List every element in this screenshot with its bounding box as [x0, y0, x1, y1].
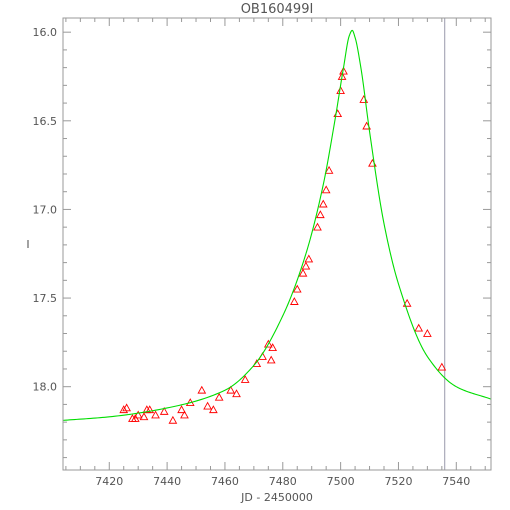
observation-point: [292, 284, 302, 293]
observation-point: [232, 389, 241, 398]
observation-point: [203, 401, 212, 410]
y-tick-label: 16.0: [33, 26, 58, 39]
observation-point: [214, 392, 224, 401]
x-tick-label: 7500: [327, 475, 355, 488]
x-tick-label: 7420: [95, 475, 123, 488]
observation-point: [122, 403, 131, 412]
x-tick-label: 7460: [211, 475, 239, 488]
y-axis-title: I: [26, 238, 29, 251]
observation-point: [289, 297, 299, 305]
y-tick-label: 17.5: [33, 292, 58, 305]
observation-point: [139, 412, 149, 421]
observation-point: [336, 86, 345, 95]
x-axis-ticks: 7420 7440 7460 7480 7500 7520 7540: [65, 18, 486, 488]
observation-point: [321, 185, 331, 194]
observation-point: [226, 385, 236, 394]
plot-frame: [62, 17, 492, 471]
model-fit-curve: [62, 29, 492, 421]
observation-point: [145, 405, 155, 414]
observation-point: [316, 210, 325, 219]
x-tick-label: 7480: [269, 475, 297, 488]
observation-point: [209, 405, 218, 414]
y-axis-ticks: 16.0 16.5 17.0 17.5 18.0: [33, 26, 491, 459]
y-tick-label: 17.0: [33, 203, 58, 216]
observation-point: [339, 66, 348, 75]
observation-point: [402, 298, 412, 307]
x-tick-label: 7440: [153, 475, 181, 488]
observation-point: [268, 343, 278, 352]
observation-point: [414, 323, 424, 332]
observation-point: [168, 415, 178, 424]
observation-point: [313, 222, 322, 231]
observation-point: [263, 339, 273, 348]
observation-point: [266, 355, 276, 364]
chart-title: OB160499I: [241, 2, 314, 17]
plot-area: [62, 18, 492, 470]
observation-point: [324, 165, 334, 174]
observation-point: [197, 385, 207, 394]
observation-point: [177, 405, 186, 414]
observation-point: [133, 410, 143, 419]
observation-point: [151, 410, 160, 419]
observation-point: [119, 405, 129, 414]
observation-point: [359, 95, 369, 103]
observation-point: [159, 406, 169, 415]
x-tick-label: 7520: [384, 475, 412, 488]
x-tick-label: 7540: [442, 475, 470, 488]
y-tick-label: 16.5: [33, 115, 58, 128]
observation-point: [304, 254, 314, 263]
observation-point: [180, 410, 189, 419]
x-axis-title: JD - 2450000: [240, 491, 313, 504]
observation-point: [437, 362, 447, 371]
observation-point: [318, 199, 328, 208]
y-tick-label: 18.0: [33, 381, 58, 394]
observation-point: [240, 375, 250, 383]
observation-point: [301, 261, 311, 270]
observation-point: [298, 268, 308, 277]
observation-point: [423, 328, 432, 337]
